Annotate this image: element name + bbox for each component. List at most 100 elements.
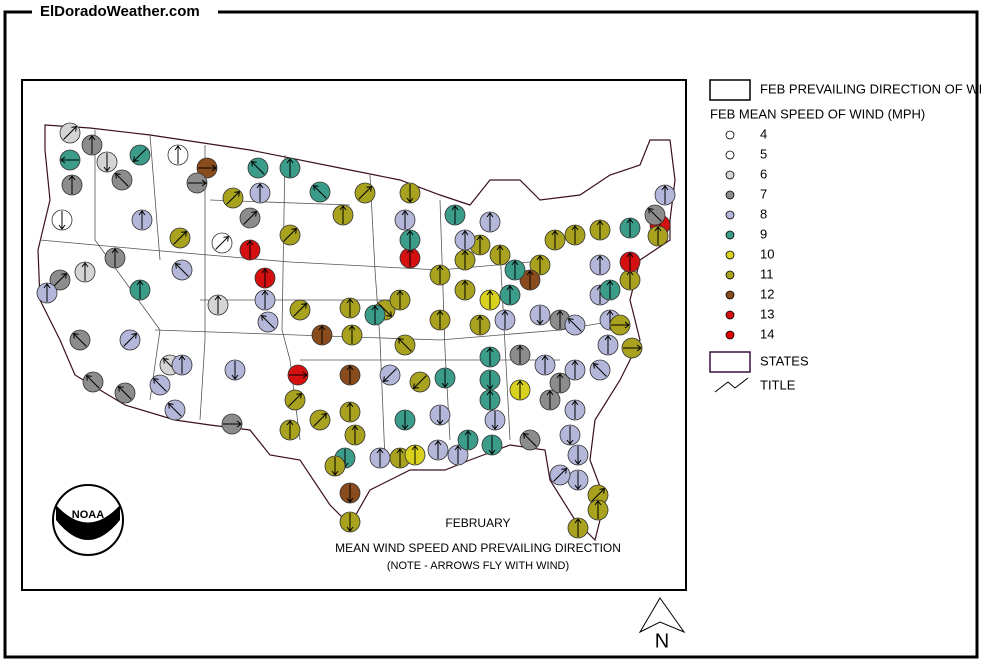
map-note: (NOTE - ARROWS FLY WITH WIND) — [387, 560, 569, 572]
station-direction — [398, 338, 412, 352]
station-direction — [58, 211, 66, 230]
station-direction — [516, 380, 524, 399]
station-direction — [243, 211, 257, 225]
station-direction — [286, 420, 294, 439]
station-direction — [261, 268, 269, 287]
station-direction — [348, 325, 356, 344]
legend-speed-value: 6 — [760, 166, 767, 181]
legend-swatch — [725, 330, 735, 340]
station-direction — [371, 305, 379, 324]
station-direction — [486, 390, 494, 409]
station-direction — [486, 347, 494, 366]
station-direction — [496, 245, 504, 264]
station-direction — [346, 402, 354, 421]
outer-frame — [3, 10, 979, 659]
station-direction — [571, 360, 579, 379]
station-direction — [571, 400, 579, 419]
station-direction — [73, 333, 87, 347]
station-direction — [173, 231, 187, 245]
station-direction — [86, 375, 100, 389]
station-direction — [571, 225, 579, 244]
station-layer — [36, 122, 676, 539]
station-direction — [551, 230, 559, 249]
legend-direction-label: FEB PREVAILING DIRECTION OF WIND — [760, 81, 981, 96]
station-direction — [198, 164, 217, 172]
station-direction — [406, 230, 414, 249]
station-direction — [604, 335, 612, 354]
station-direction — [261, 290, 269, 309]
station-direction — [286, 158, 294, 177]
station-direction — [346, 513, 354, 532]
station-direction — [283, 228, 297, 242]
legend-swatch — [725, 130, 735, 140]
station-direction — [346, 298, 354, 317]
legend-swatch — [725, 290, 735, 300]
station-direction — [434, 440, 442, 459]
station-direction — [476, 235, 484, 254]
station-direction — [501, 310, 509, 329]
station-direction — [626, 252, 634, 271]
legend-swatch — [725, 170, 735, 180]
station-direction — [138, 210, 146, 229]
station-direction — [175, 263, 189, 277]
station-direction — [223, 420, 242, 428]
station-direction — [123, 333, 137, 347]
legend-speed-value: 13 — [760, 306, 774, 321]
station-direction — [648, 208, 662, 222]
station-direction — [115, 173, 129, 187]
station-direction — [178, 355, 186, 374]
station-direction — [574, 471, 582, 490]
station-direction — [594, 500, 602, 519]
station-direction — [293, 303, 307, 317]
logo-text: NOAA — [72, 509, 104, 521]
station-direction — [313, 185, 327, 199]
station-direction — [401, 411, 409, 430]
north-label: N — [655, 630, 669, 652]
station-direction — [506, 285, 514, 304]
station-direction — [60, 156, 79, 164]
station-direction — [111, 248, 119, 267]
station-direction — [406, 184, 414, 203]
legend-direction-box — [709, 79, 751, 101]
legend-title-label: TITLE — [760, 377, 796, 392]
map-subtitle: MEAN WIND SPEED AND PREVAILING DIRECTION — [335, 541, 621, 555]
station-direction — [596, 255, 604, 274]
legend-title-symbol — [714, 377, 749, 393]
station-direction — [593, 363, 607, 377]
station-direction — [358, 186, 372, 200]
station-direction — [436, 406, 444, 425]
station-direction — [68, 175, 76, 194]
station-direction — [574, 518, 582, 537]
station-direction — [591, 488, 605, 502]
legend-swatch — [725, 270, 735, 280]
station-direction — [511, 260, 519, 279]
station-direction — [486, 212, 494, 231]
noaa-logo: NOAA — [52, 484, 124, 556]
station-direction — [214, 295, 222, 314]
legend-speeds: 4 5 6 7 8 9 10 11 12 13 14 — [725, 126, 774, 341]
station-direction — [536, 255, 544, 274]
title-backdrop — [32, 2, 218, 22]
station-direction — [556, 373, 564, 392]
station-direction — [486, 290, 494, 309]
station-direction — [488, 436, 496, 455]
station-direction — [413, 375, 427, 389]
station-direction — [566, 426, 574, 445]
legend-speed-value: 4 — [760, 126, 767, 141]
station-direction — [396, 290, 404, 309]
station-direction — [661, 185, 669, 204]
station-direction — [318, 325, 326, 344]
legend-swatch — [725, 310, 735, 320]
legend-swatch — [725, 250, 735, 260]
station-direction — [536, 306, 544, 325]
station-direction — [153, 378, 167, 392]
station-direction — [401, 210, 409, 229]
us-outline — [37, 124, 676, 542]
station-direction — [526, 270, 534, 289]
legend-states-label: STATES — [760, 353, 809, 368]
station-direction — [606, 280, 614, 299]
station-direction — [546, 390, 554, 409]
station-direction — [246, 240, 254, 259]
station-direction — [215, 236, 229, 250]
station-direction — [346, 484, 354, 503]
